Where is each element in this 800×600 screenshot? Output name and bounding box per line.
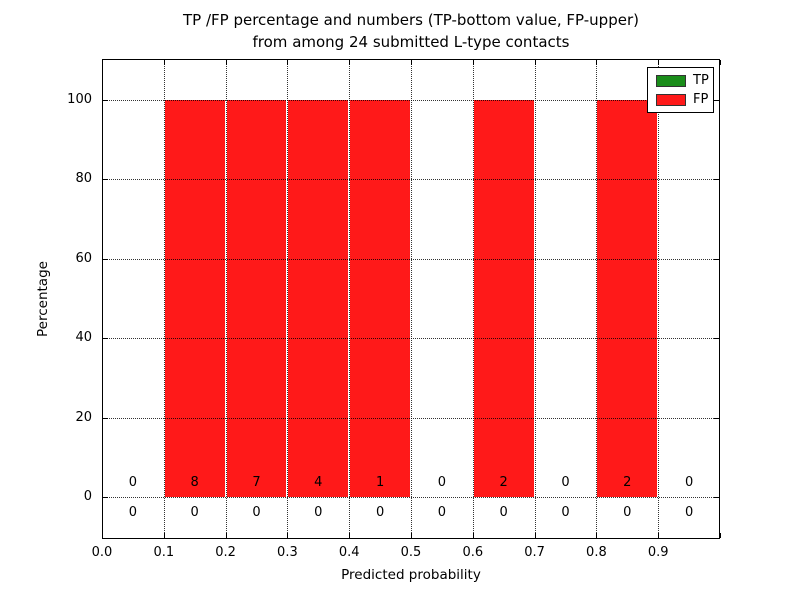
x-tick-label: 0.2	[215, 545, 236, 560]
v-gridline	[596, 59, 598, 539]
fp-count-label: 4	[314, 475, 323, 490]
x-tick-label: 0.8	[586, 545, 607, 560]
y-tick-mark	[103, 258, 108, 260]
tp-count-label: 0	[252, 505, 261, 520]
tp-count-label: 0	[128, 505, 138, 520]
fp-legend-label: FP	[693, 91, 709, 107]
bar-fp	[164, 100, 225, 497]
x-tick-mark	[102, 533, 103, 538]
fp-count-label: 0	[437, 475, 447, 490]
fp-count-label: 2	[623, 475, 632, 490]
y-tick-label: 0	[83, 489, 92, 504]
fp-count-label: 1	[375, 475, 385, 490]
x-tick-mark	[225, 60, 227, 65]
y-tick-mark	[714, 338, 719, 340]
x-tick-label: 0.1	[153, 545, 175, 560]
y-tick-mark	[714, 417, 719, 419]
bar-fp	[597, 100, 658, 497]
x-tick-mark	[720, 60, 721, 65]
x-tick-mark	[287, 60, 289, 65]
y-tick-mark	[103, 417, 108, 419]
y-tick-mark	[714, 179, 719, 181]
x-tick-mark	[411, 60, 412, 65]
v-gridline	[658, 59, 660, 539]
bar-fp	[350, 100, 410, 497]
chart-title: TP /FP percentage and numbers (TP-bottom…	[102, 9, 720, 53]
fp-count-label: 2	[499, 475, 508, 490]
tp-count-label: 0	[314, 505, 323, 520]
x-tick-mark	[349, 60, 351, 65]
y-tick-label: 80	[75, 171, 92, 187]
bar-fp	[473, 100, 534, 497]
tp-count-label: 0	[437, 505, 447, 520]
legend-item-fp: FP	[656, 92, 713, 108]
chart-title-line2: from among 24 submitted L-type contacts	[252, 33, 570, 51]
tp-count-label: 0	[190, 505, 199, 520]
legend: TP FP	[647, 67, 714, 113]
tp-count-label: 0	[561, 505, 570, 520]
x-tick-label: 0.6	[462, 545, 484, 560]
x-tick-label: 0.9	[647, 545, 669, 560]
y-tick-label: 60	[75, 250, 92, 266]
tp-count-label: 0	[684, 505, 694, 520]
plot-area: 0 0 0 0 0 0 0 0 0 0 0 8 7 4 1 0 2 0 2 0	[102, 59, 721, 539]
y-tick-label: 100	[67, 92, 92, 107]
v-gridline	[349, 59, 351, 539]
y-tick-label: 40	[75, 330, 92, 346]
x-tick-label: 0.0	[91, 545, 113, 560]
x-tick-mark	[411, 533, 412, 538]
y-tick-mark	[714, 100, 719, 101]
x-tick-label: 0.3	[277, 545, 298, 560]
x-tick-mark	[472, 533, 474, 538]
x-tick-mark	[287, 533, 289, 538]
bar-fp	[226, 100, 287, 497]
bar-fp	[288, 100, 349, 497]
fp-legend-swatch	[656, 93, 686, 106]
y-tick-mark	[103, 179, 108, 181]
fp-count-label: 8	[190, 475, 199, 490]
y-tick-label: 20	[75, 409, 92, 425]
x-tick-mark	[349, 533, 351, 538]
x-tick-mark	[720, 533, 721, 538]
x-tick-mark	[596, 533, 598, 538]
fp-count-label: 0	[561, 475, 570, 490]
x-tick-mark	[102, 60, 103, 65]
x-axis-label: Predicted probability	[341, 567, 481, 583]
fp-count-label: 0	[684, 475, 694, 490]
x-tick-mark	[658, 60, 660, 65]
v-gridline	[225, 59, 227, 539]
tp-count-label: 0	[499, 505, 508, 520]
fp-count-label: 7	[252, 475, 261, 490]
y-tick-mark	[714, 258, 719, 260]
v-gridline	[411, 59, 412, 539]
x-tick-label: 0.7	[524, 545, 545, 560]
x-tick-mark	[534, 60, 536, 65]
v-gridline	[472, 59, 474, 539]
tp-count-label: 0	[623, 505, 632, 520]
tp-legend-swatch	[656, 74, 686, 87]
v-gridline	[287, 59, 289, 539]
x-tick-mark	[596, 60, 598, 65]
x-tick-label: 0.4	[338, 545, 360, 560]
y-axis-label: Percentage	[35, 261, 51, 337]
x-tick-mark	[163, 60, 165, 65]
x-tick-mark	[163, 533, 165, 538]
y-tick-mark	[714, 497, 719, 498]
v-gridline	[163, 59, 165, 539]
v-gridline	[534, 59, 536, 539]
x-tick-mark	[534, 533, 536, 538]
legend-item-tp: TP	[656, 73, 713, 89]
tp-count-label: 0	[375, 505, 385, 520]
x-tick-mark	[658, 533, 660, 538]
fp-count-label: 0	[128, 475, 138, 490]
y-tick-mark	[103, 100, 108, 101]
y-tick-mark	[103, 497, 108, 498]
x-tick-mark	[225, 533, 227, 538]
chart-title-line1: TP /FP percentage and numbers (TP-bottom…	[183, 11, 639, 29]
tp-legend-label: TP	[693, 72, 709, 88]
x-tick-label: 0.5	[400, 545, 422, 560]
y-tick-mark	[103, 338, 108, 340]
x-tick-mark	[472, 60, 474, 65]
